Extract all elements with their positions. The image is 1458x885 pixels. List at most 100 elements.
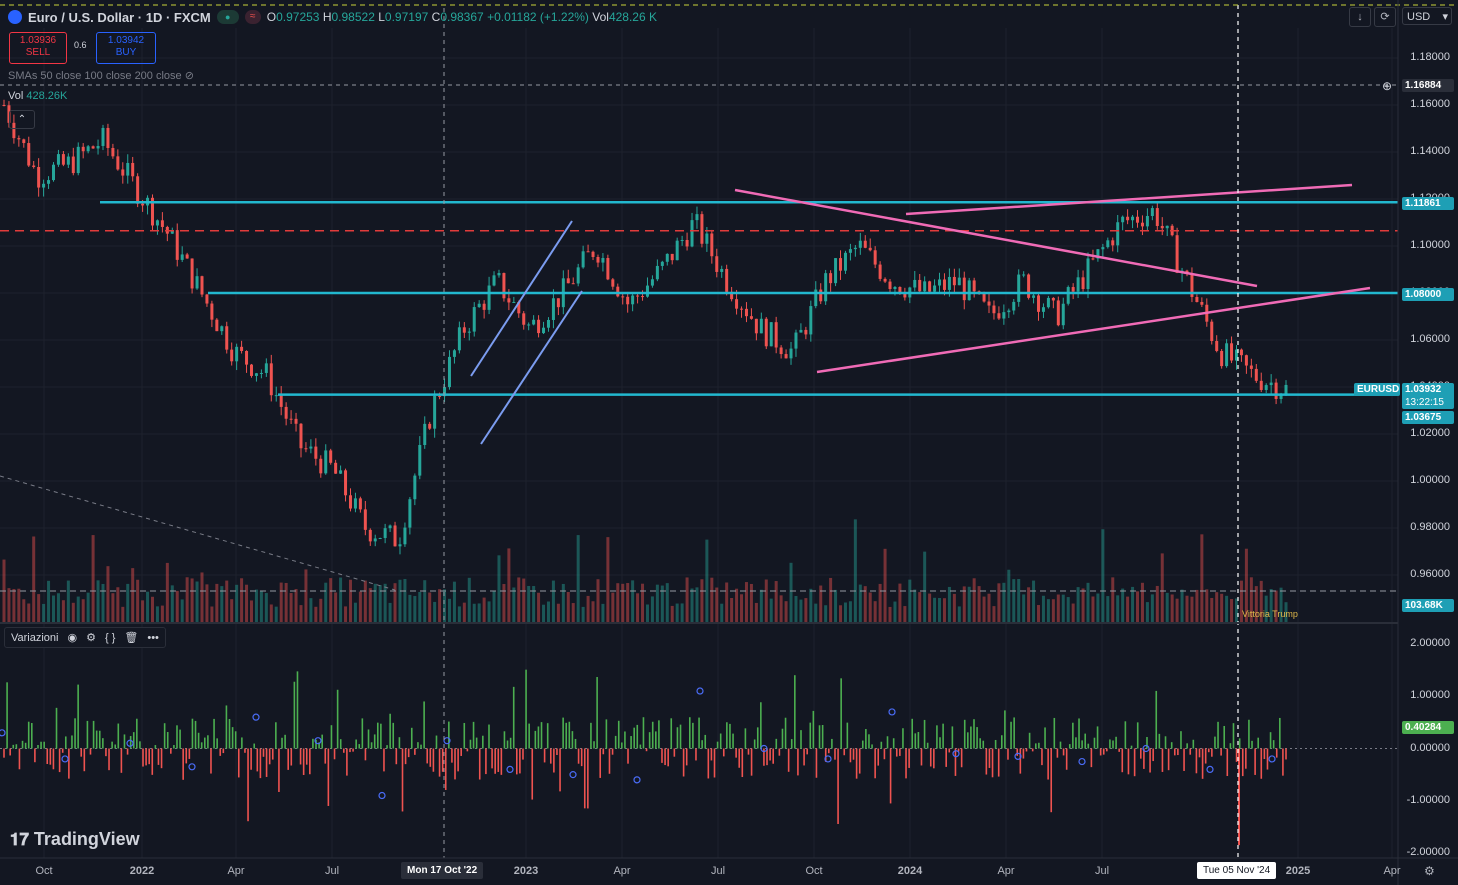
level-tag-3: 1.03675	[1402, 411, 1454, 424]
sma-legend[interactable]: SMAs 50 close 100 close 200 close ⊘	[8, 69, 194, 82]
candle-body	[259, 372, 263, 374]
settings-icon[interactable]: ⚙	[86, 632, 96, 644]
variation-bar-down	[299, 748, 302, 765]
symbol-icon[interactable]	[8, 10, 22, 24]
variation-bar-up	[1075, 737, 1077, 749]
delete-icon[interactable]: 🗑	[124, 632, 139, 644]
variation-bar-up	[658, 720, 660, 749]
candle-body	[962, 277, 966, 301]
candle-body	[1249, 365, 1253, 369]
variation-bar-up	[1034, 743, 1037, 749]
source-code-icon[interactable]: { }	[104, 631, 116, 644]
add-alert-icon[interactable]: ⊕	[1382, 79, 1393, 93]
variations-tick-label: -1.00000	[1406, 793, 1450, 806]
chart-header: Euro / U.S. Dollar · 1D · FXCM ● ≈ O0.97…	[8, 8, 657, 26]
variation-bar-down	[908, 748, 910, 768]
candle-body	[1051, 297, 1055, 301]
volume-bar	[848, 601, 852, 622]
variation-bar-down	[1031, 748, 1034, 752]
variation-bar-up	[716, 741, 719, 749]
variation-bar-down	[602, 748, 605, 755]
candle-body	[1235, 349, 1239, 361]
variation-bar-down	[960, 748, 963, 768]
variation-bar-up	[951, 726, 954, 749]
price-tick-label: 1.16000	[1410, 98, 1450, 110]
variation-bar-down	[855, 748, 858, 779]
candle-body	[457, 327, 461, 351]
volume-bar	[7, 588, 11, 622]
variation-bar-down	[259, 748, 262, 779]
refresh-icon[interactable]: ⟳	[1374, 7, 1396, 27]
variation-bar-down	[1183, 748, 1185, 771]
variation-bar-up	[111, 741, 113, 749]
more-icon[interactable]: •••	[147, 631, 159, 644]
volume-bar	[947, 586, 951, 622]
candle-body	[660, 261, 664, 266]
candle-body	[700, 214, 704, 244]
variation-bar-up	[37, 745, 39, 749]
volume-bar	[705, 539, 709, 622]
candle-body	[596, 256, 600, 263]
variation-bar-down	[1050, 748, 1053, 813]
volume-bar	[675, 603, 679, 622]
replay-icon[interactable]: ≈	[244, 10, 261, 24]
candle-body	[779, 347, 783, 355]
variation-bar-down	[210, 748, 212, 774]
variation-bar-down	[407, 748, 410, 758]
collapse-legend-button[interactable]: ⌃	[9, 110, 35, 129]
buy-button[interactable]: 1.03942 BUY	[96, 32, 156, 64]
variation-bar-down	[837, 748, 839, 824]
eye-icon[interactable]: ◉	[67, 632, 78, 644]
level-tag-1: 1.11861	[1402, 197, 1454, 210]
sell-button[interactable]: 1.03936 SELL	[9, 32, 67, 64]
variation-bar-down	[1254, 748, 1256, 775]
volume-bar	[873, 601, 877, 622]
candle-body	[655, 265, 659, 280]
variations-legend[interactable]: Variazioni ◉ ⚙ { } 🗑 •••	[4, 627, 166, 648]
volume-bar	[210, 606, 214, 622]
tradingview-logo[interactable]: 𝟏𝟕 TradingView	[10, 829, 140, 850]
volume-legend[interactable]: Vol 428.26K	[8, 90, 67, 102]
volume-bar	[1269, 589, 1273, 622]
volume-bar	[56, 593, 60, 622]
variation-bar-down	[1266, 748, 1269, 770]
variations-title: Variazioni	[11, 631, 59, 644]
candle-body	[903, 293, 907, 298]
variation-bar-up	[670, 718, 673, 749]
download-icon[interactable]: ↓	[1349, 7, 1371, 27]
variation-bar-down	[553, 748, 555, 773]
variation-bar-down	[1007, 748, 1009, 760]
variation-bar-down	[815, 748, 818, 778]
candle-body	[1140, 222, 1144, 227]
volume-bar	[126, 583, 130, 622]
volume-bar	[650, 596, 654, 622]
volume-bar	[81, 599, 85, 622]
candle-body	[715, 256, 719, 272]
eye-hidden-icon[interactable]: ⊘	[184, 70, 194, 82]
volume-bar	[1155, 585, 1159, 622]
currency-select[interactable]: USD ▾	[1402, 7, 1452, 25]
variation-bar-up	[698, 717, 700, 749]
settings-gear-icon[interactable]: ⚙	[1424, 864, 1435, 878]
volume-bar	[185, 577, 189, 622]
candle-body	[230, 349, 234, 362]
variation-bar-down	[769, 748, 771, 761]
variation-bar-up	[719, 733, 722, 749]
variation-bar-down	[290, 748, 293, 766]
candle-body	[47, 180, 51, 184]
volume-bar	[843, 602, 847, 622]
volume-bar	[532, 586, 536, 622]
variation-bar-down	[920, 748, 923, 766]
candle-body	[17, 138, 21, 140]
variation-bar-down	[580, 748, 583, 767]
candle-body	[819, 289, 823, 302]
symbol-title[interactable]: Euro / U.S. Dollar · 1D · FXCM	[28, 9, 211, 25]
annotation-text[interactable]: Vittoria Trump	[1242, 609, 1298, 619]
candle-body	[537, 319, 541, 334]
volume-bar	[160, 605, 164, 622]
variation-bar-down	[414, 748, 416, 755]
variation-bar-up	[994, 739, 997, 749]
variation-bar-down	[1198, 748, 1201, 758]
variation-bar-down	[806, 748, 808, 755]
